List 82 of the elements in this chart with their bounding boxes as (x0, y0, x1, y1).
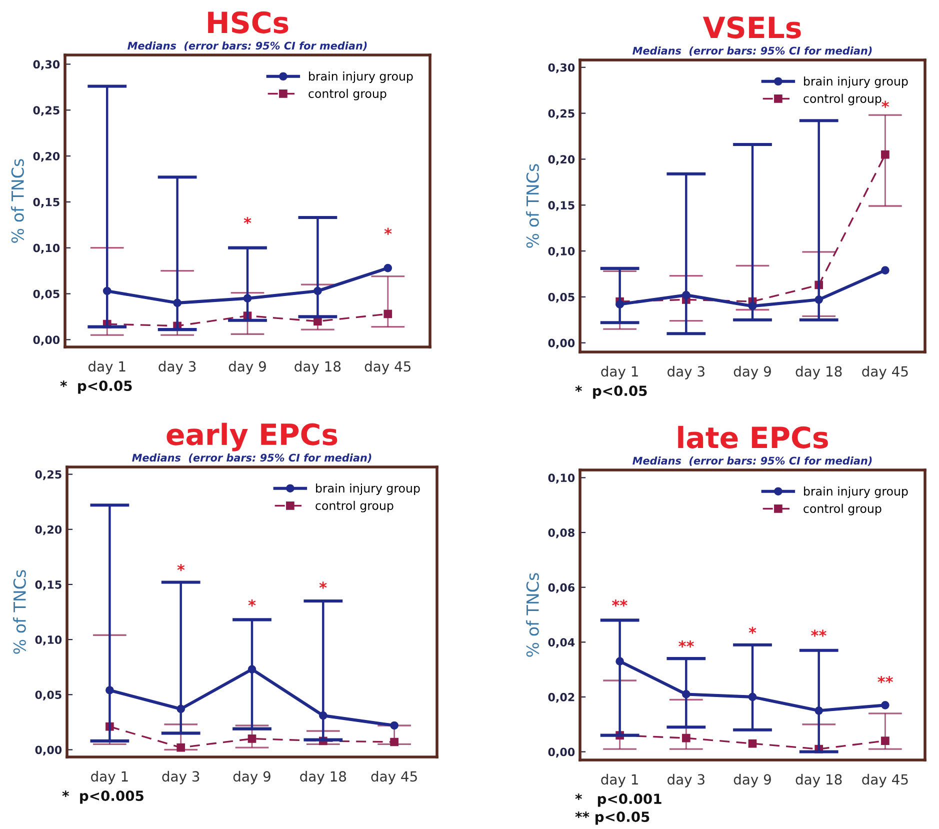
x-tick-label: day 1 (88, 360, 126, 374)
x-tick-label: day 18 (796, 366, 842, 380)
text: * p<0.001 (575, 794, 662, 807)
y-tick-label: 0,00 (548, 338, 575, 349)
y-tick-label: 0,20 (35, 525, 62, 536)
x-tick-label: day 18 (796, 774, 842, 788)
legend-label: brain injury group (804, 486, 908, 498)
annotation: ** (878, 676, 894, 684)
x-tick-label: day 3 (158, 360, 196, 374)
text: * p<0.005 (62, 790, 144, 804)
text: * p<0.05 (60, 380, 132, 394)
x-tick-label: day 45 (862, 366, 908, 380)
annotation: * (177, 564, 185, 572)
y-tick-label: 0,08 (548, 528, 574, 538)
legend-label: brain injury group (316, 484, 420, 495)
annotation: ** (612, 599, 628, 607)
y-tick-label: 0,10 (548, 246, 575, 257)
y-tick-label: 0,10 (33, 244, 60, 254)
legend-label: control group (316, 500, 394, 512)
chart-subtitle: Medians (error bars: 95% CI for median) (632, 46, 872, 56)
legend-label: brain injury group (309, 72, 413, 83)
y-axis-title: % of TNCs (526, 573, 539, 657)
x-tick-label: day 45 (862, 774, 908, 788)
y-tick-label: 0,15 (35, 580, 62, 590)
y-axis-title: % of TNCs (13, 570, 26, 654)
y-axis-title: % of TNCs (526, 164, 539, 248)
annotation: * (748, 626, 756, 634)
x-tick-label: day 9 (734, 774, 771, 788)
y-axis-title: % of TNCs (11, 159, 24, 243)
legend-label: brain injury group (804, 76, 908, 88)
legend-label: control group (804, 94, 882, 106)
y-tick-label: 0,30 (33, 60, 60, 70)
chart-subtitle: Medians (error bars: 95% CI for median) (132, 454, 372, 463)
x-tick-label: day 1 (601, 366, 638, 380)
annotation: * (882, 100, 890, 108)
annotation: * (248, 599, 256, 606)
x-tick-label: day 1 (601, 774, 638, 788)
legend-label: control group (804, 504, 882, 516)
y-tick-label: 0,04 (548, 638, 575, 648)
y-tick-label: 0,20 (33, 152, 60, 162)
chart-title: VSELs (702, 16, 801, 38)
text: * p<0.05 (575, 386, 647, 399)
y-tick-label: 0,05 (33, 290, 60, 300)
chart-subtitle: Medians (error bars: 95% CI for median) (632, 456, 872, 466)
chart-title: late EPCs (678, 426, 828, 448)
x-tick-label: day 45 (371, 770, 417, 784)
y-tick-label: 0,15 (33, 198, 60, 208)
x-tick-label: day 9 (233, 770, 270, 784)
y-tick-label: 0,00 (548, 748, 575, 758)
text: ** p<0.05 (575, 812, 650, 825)
annotation: ** (811, 630, 826, 637)
y-tick-label: 0,15 (548, 201, 574, 211)
x-tick-label: day 9 (228, 360, 266, 374)
y-tick-label: 0,05 (35, 690, 62, 700)
y-tick-label: 0,00 (35, 746, 62, 756)
annotation: * (384, 228, 392, 235)
x-tick-label: day 18 (300, 770, 346, 784)
y-tick-label: 0,25 (548, 109, 574, 120)
y-tick-label: 0,05 (548, 292, 574, 303)
chart-title: early EPCs (166, 422, 338, 452)
chart-subtitle: Medians (error bars: 95% CI for median) (128, 42, 367, 51)
y-tick-label: 0,20 (548, 155, 575, 165)
y-tick-label: 0,30 (548, 63, 575, 74)
annotation: * (244, 216, 252, 224)
y-tick-label: 0,10 (548, 474, 575, 484)
y-tick-label: 0,06 (548, 583, 575, 594)
x-tick-label: day 3 (668, 774, 704, 788)
x-tick-label: day 45 (364, 360, 410, 374)
y-tick-label: 0,10 (35, 636, 62, 646)
x-tick-label: day 18 (294, 360, 341, 374)
x-tick-label: day 3 (668, 366, 704, 380)
annotation: ** (678, 640, 694, 648)
x-tick-label: day 1 (91, 770, 128, 784)
x-tick-label: day 9 (734, 366, 771, 380)
y-tick-label: 0,00 (33, 336, 60, 346)
chart-title: HSCs (208, 11, 288, 34)
legend-label: control group (308, 88, 386, 100)
y-tick-label: 0,25 (35, 470, 62, 480)
annotation: * (319, 582, 327, 589)
y-tick-label: 0,25 (33, 106, 60, 116)
y-tick-label: 0,02 (548, 692, 574, 703)
x-tick-label: day 3 (162, 770, 200, 784)
